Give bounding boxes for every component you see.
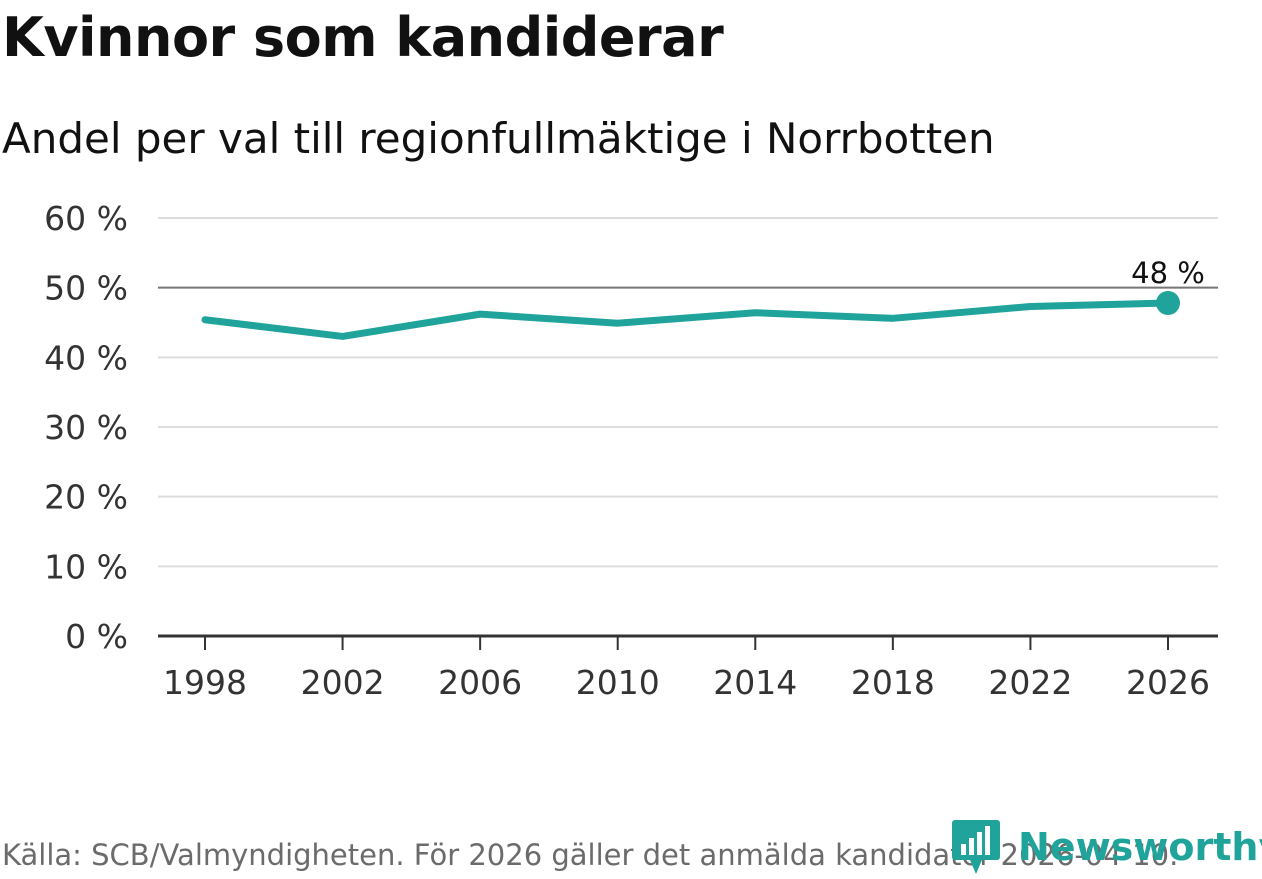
x-tick-label: 2002 xyxy=(301,663,385,702)
x-tick-label: 2010 xyxy=(576,663,660,702)
newsworthy-logo-icon xyxy=(952,820,1000,874)
y-tick-label: 60 % xyxy=(44,199,128,238)
series-line-andel-kvinnor xyxy=(201,299,1172,340)
end-point-marker xyxy=(1156,290,1180,315)
y-tick-label: 50 % xyxy=(44,269,128,308)
label-layer: 48 %48 % xyxy=(1128,253,1208,293)
x-tick-label: 2018 xyxy=(851,663,935,702)
brand-name: Newsworthy xyxy=(1018,825,1262,869)
series-layer xyxy=(201,290,1180,340)
x-tick-label: 2022 xyxy=(988,663,1072,702)
chart-subtitle: Andel per val till regionfullmäktige i N… xyxy=(2,114,995,163)
y-tick-label: 10 % xyxy=(44,547,128,586)
y-tick-label: 0 % xyxy=(65,617,128,656)
end-value-label: 48 % xyxy=(1131,256,1205,290)
data-point xyxy=(751,309,759,317)
brand-logo[interactable]: Newsworthy xyxy=(952,818,1262,876)
end-label-halo: 48 % xyxy=(1131,256,1205,290)
y-tick-label: 40 % xyxy=(44,338,128,377)
data-point xyxy=(476,310,484,318)
data-point xyxy=(614,319,622,327)
grid-layer xyxy=(158,217,1218,568)
y-tick-label: 30 % xyxy=(44,408,128,447)
x-tick-label: 1998 xyxy=(163,663,247,702)
data-point xyxy=(1026,302,1034,310)
data-point xyxy=(889,314,897,322)
data-point xyxy=(201,316,209,324)
axis-layer: 0 % 10 % 20 % 30 % 40 % 50 % 60 % 1998 2002 2006 2… xyxy=(44,199,1218,702)
x-tick-label: 2026 xyxy=(1126,663,1210,702)
data-point xyxy=(339,332,347,340)
y-tick-label: 20 % xyxy=(44,478,128,517)
chart-title: Kvinnor som kandiderar xyxy=(2,6,724,69)
x-tick-label: 2014 xyxy=(713,663,797,702)
x-tick-label: 2006 xyxy=(438,663,522,702)
